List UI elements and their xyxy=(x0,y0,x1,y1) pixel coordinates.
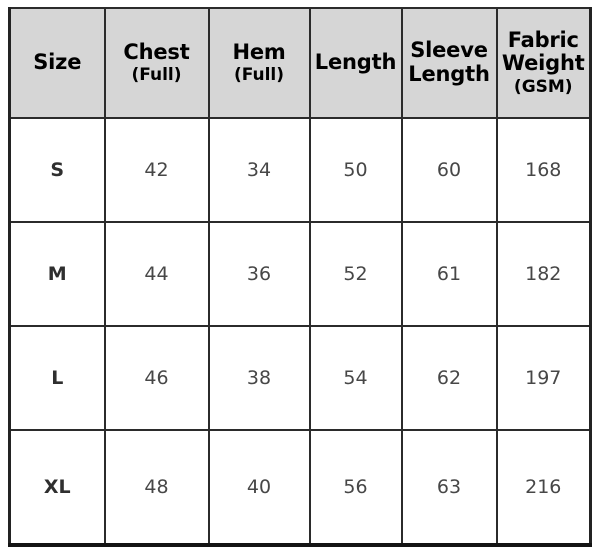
column-header-hem-unit: (Full) xyxy=(233,65,285,86)
column-header-length: Length xyxy=(308,7,403,119)
cell-sleeve-length: 61 xyxy=(400,220,498,327)
column-header-hem-label: Hem xyxy=(232,39,286,64)
cell-fabric-weight: 197 xyxy=(495,324,592,431)
cell-chest: 44 xyxy=(103,220,210,327)
cell-chest: 46 xyxy=(103,324,210,431)
column-header-fabric-weight-unit: (GSM) xyxy=(513,76,573,97)
table-body: S 42 34 50 60 168 M 44 36 52 61 182 L 46… xyxy=(8,117,592,548)
column-header-sleeve-length: Sleeve Length xyxy=(400,7,498,119)
cell-fabric-weight: 182 xyxy=(495,220,592,327)
column-header-chest-unit: (Full) xyxy=(131,65,182,86)
cell-length: 52 xyxy=(308,220,403,327)
table-row: XL 48 40 56 63 216 xyxy=(8,428,592,548)
column-header-fabric-weight-line1: Fabric xyxy=(507,27,579,52)
cell-size: L xyxy=(8,324,106,431)
cell-size: M xyxy=(8,220,106,327)
table-row: L 46 38 54 62 197 xyxy=(8,324,592,431)
table-header: Size Chest (Full) Hem (Full) Length Slee… xyxy=(8,7,592,119)
size-chart-table: Size Chest (Full) Hem (Full) Length Slee… xyxy=(8,7,592,548)
column-header-size-label: Size xyxy=(33,50,82,75)
column-header-fabric-weight-line2: Weight xyxy=(501,51,585,76)
cell-size: S xyxy=(8,117,106,223)
cell-length: 54 xyxy=(308,324,403,431)
cell-sleeve-length: 62 xyxy=(400,324,498,431)
cell-size: XL xyxy=(8,428,106,548)
column-header-sleeve-length-line2: Length xyxy=(408,62,490,86)
cell-chest: 48 xyxy=(103,428,210,548)
cell-hem: 38 xyxy=(207,324,311,431)
cell-length: 50 xyxy=(308,117,403,223)
cell-fabric-weight: 168 xyxy=(495,117,592,223)
table-row: M 44 36 52 61 182 xyxy=(8,220,592,327)
cell-hem: 34 xyxy=(207,117,311,223)
cell-hem: 40 xyxy=(207,428,311,548)
column-header-sleeve-length-line1: Sleeve xyxy=(410,38,488,63)
cell-length: 56 xyxy=(308,428,403,548)
cell-fabric-weight: 216 xyxy=(495,428,592,548)
cell-hem: 36 xyxy=(207,220,311,327)
cell-sleeve-length: 60 xyxy=(400,117,498,223)
column-header-hem: Hem (Full) xyxy=(207,7,311,119)
cell-sleeve-length: 63 xyxy=(400,428,498,548)
column-header-chest: Chest (Full) xyxy=(103,7,210,119)
size-chart-container: Size Chest (Full) Hem (Full) Length Slee… xyxy=(8,7,592,548)
cell-chest: 42 xyxy=(103,117,210,223)
table-header-row: Size Chest (Full) Hem (Full) Length Slee… xyxy=(8,7,592,119)
column-header-size: Size xyxy=(8,7,106,119)
column-header-fabric-weight: Fabric Weight (GSM) xyxy=(495,7,592,119)
column-header-length-label: Length xyxy=(314,50,397,75)
table-row: S 42 34 50 60 168 xyxy=(8,117,592,223)
column-header-chest-label: Chest xyxy=(123,39,190,64)
